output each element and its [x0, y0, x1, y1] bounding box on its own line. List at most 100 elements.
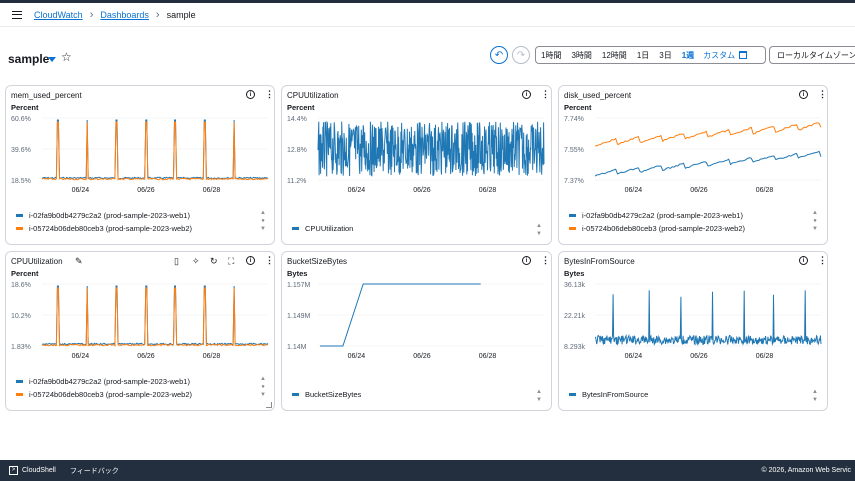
legend-item[interactable]: i-02fa9b0db4279c2a2 (prod-sample-2023-we… — [16, 209, 192, 222]
x-tick-label: 06/28 — [479, 353, 497, 360]
refresh-icon[interactable]: ↻ — [210, 256, 218, 266]
widget-disk-used-percent: disk_used_percent i ⋮ Percent 7.74% 7.55%… — [558, 85, 828, 245]
widget-unit: Percent — [287, 103, 315, 112]
legend-item[interactable]: BucketSizeBytes — [292, 388, 361, 401]
widget-cpu-utilization-instances: CPUUtilization ✎ ▯ ✧ ↻ ⛶ i ⋮ Percent 18.… — [5, 251, 275, 411]
star-icon[interactable]: ☆ — [61, 50, 72, 64]
legend-scroll[interactable]: ▲ ▼ — [536, 223, 542, 237]
info-icon[interactable]: i — [522, 90, 531, 99]
time-option-12h[interactable]: 12時間 — [601, 50, 627, 60]
legend-label: BucketSizeBytes — [305, 390, 362, 399]
breadcrumb-cloudwatch[interactable]: CloudWatch — [34, 9, 83, 20]
chart-area[interactable]: 7.74% 7.55% 7.37% 06/24 06/26 06/28 — [559, 108, 828, 208]
y-tick-label: 18.5% — [11, 178, 31, 185]
resize-handle[interactable] — [266, 402, 272, 408]
series-swatch — [569, 214, 576, 217]
info-icon[interactable]: i — [246, 256, 255, 265]
series-swatch — [16, 214, 23, 217]
timezone-select[interactable]: ローカルタイムゾーン — [769, 46, 855, 64]
widget-title: BytesInFromSource — [564, 257, 635, 266]
widget-unit: Bytes — [564, 269, 585, 278]
time-option-1h[interactable]: 1時間 — [541, 50, 562, 60]
x-tick-label: 06/26 — [137, 187, 155, 194]
legend-scroll[interactable]: ▲ ● ▼ — [812, 210, 818, 232]
edit-icon[interactable]: ✎ — [75, 256, 83, 266]
legend: i-02fa9b0db4279c2a2 (prod-sample-2023-we… — [16, 375, 192, 401]
series-swatch — [569, 393, 576, 396]
more-options-icon[interactable]: ⋮ — [541, 89, 550, 99]
widget-cpu-utilization: CPUUtilization i ⋮ Percent 14.4% 12.8% 11.… — [281, 85, 552, 245]
info-icon[interactable]: i — [799, 256, 808, 265]
legend-label: i-05724b06deb80ceb3 (prod-sample-2023-we… — [29, 390, 193, 399]
chart-area[interactable]: 36.13k 22.21k 8.293k 06/24 06/26 06/28 — [559, 274, 828, 374]
widget-unit: Percent — [11, 103, 39, 112]
chart-area[interactable]: 18.6% 10.2% 1.83% 06/24 06/26 06/28 — [6, 274, 275, 374]
more-options-icon[interactable]: ⋮ — [265, 89, 274, 99]
time-option-3d[interactable]: 3日 — [659, 50, 672, 60]
legend-item[interactable]: i-02fa9b0db4279c2a2 (prod-sample-2023-we… — [16, 375, 192, 388]
legend-item[interactable]: i-05724b06deb80ceb3 (prod-sample-2023-we… — [16, 388, 192, 401]
redo-button[interactable]: ↷ — [512, 46, 530, 64]
breadcrumb-dashboards[interactable]: Dashboards — [100, 9, 149, 20]
sparkle-icon[interactable]: ✧ — [192, 256, 200, 266]
series-line-web1 — [41, 285, 269, 347]
x-tick-label: 06/26 — [690, 353, 708, 360]
legend-scroll[interactable]: ▲ ▼ — [812, 389, 818, 403]
breadcrumb: CloudWatch › Dashboards › sample — [0, 3, 855, 27]
x-tick-label: 06/28 — [203, 187, 221, 194]
time-option-3h[interactable]: 3時間 — [571, 50, 592, 60]
y-tick-label: 39.6% — [11, 147, 31, 154]
time-option-1d[interactable]: 1日 — [636, 50, 650, 60]
x-tick-label: 06/24 — [348, 187, 366, 194]
x-tick-label: 06/24 — [72, 187, 90, 194]
legend-scroll[interactable]: ▲ ▼ — [536, 389, 542, 403]
more-options-icon[interactable]: ⋮ — [541, 255, 550, 265]
legend-label: i-02fa9b0db4279c2a2 (prod-sample-2023-we… — [582, 211, 743, 220]
y-tick-label: 8.293k — [564, 344, 586, 351]
legend: i-02fa9b0db4279c2a2 (prod-sample-2023-we… — [16, 209, 192, 235]
legend-item[interactable]: i-05724b06deb80ceb3 (prod-sample-2023-we… — [16, 222, 192, 235]
terminal-icon[interactable]: > — [9, 466, 18, 475]
legend-scroll[interactable]: ▲ ● ▼ — [260, 376, 266, 398]
legend: BucketSizeBytes — [292, 388, 361, 401]
fullscreen-icon[interactable]: ⛶ — [228, 256, 235, 266]
legend-item[interactable]: BytesInFromSource — [569, 388, 648, 401]
series-line-bytes — [594, 290, 822, 347]
legend-label: CPUUtilization — [305, 224, 354, 233]
more-options-icon[interactable]: ⋮ — [818, 89, 827, 99]
info-icon[interactable]: i — [246, 90, 255, 99]
chart-area[interactable]: 60.6% 39.6% 18.5% 06/24 06/26 06/28 — [6, 108, 275, 208]
document-icon[interactable]: ▯ — [174, 256, 179, 266]
time-option-1w[interactable]: 1週 — [681, 50, 695, 60]
dashboard-title: sample — [8, 52, 50, 66]
legend-item[interactable]: i-05724b06deb80ceb3 (prod-sample-2023-we… — [569, 222, 745, 235]
series-swatch — [16, 227, 23, 230]
widget-title: CPUUtilization — [287, 91, 339, 100]
legend-scroll[interactable]: ▲ ● ▼ — [260, 210, 266, 232]
legend-item[interactable]: i-02fa9b0db4279c2a2 (prod-sample-2023-we… — [569, 209, 745, 222]
x-tick-label: 06/26 — [690, 187, 708, 194]
time-option-custom[interactable]: カスタム — [703, 50, 736, 60]
x-tick-label: 06/26 — [137, 353, 155, 360]
info-icon[interactable]: i — [522, 256, 531, 265]
widget-title: disk_used_percent — [564, 91, 632, 100]
y-tick-label: 1.14M — [287, 344, 307, 351]
legend-label: i-02fa9b0db4279c2a2 (prod-sample-2023-we… — [29, 211, 190, 220]
info-icon[interactable]: i — [799, 90, 808, 99]
undo-button[interactable]: ↶ — [490, 46, 508, 64]
legend-label: i-05724b06deb80ceb3 (prod-sample-2023-we… — [582, 224, 746, 233]
more-options-icon[interactable]: ⋮ — [265, 255, 274, 265]
legend-label: BytesInFromSource — [582, 390, 649, 399]
chart-area[interactable]: 14.4% 12.8% 11.2% 06/24 06/26 06/28 — [282, 108, 552, 208]
more-options-icon[interactable]: ⋮ — [818, 255, 827, 265]
chart-area[interactable]: 1.157M 1.149M 1.14M 06/24 06/26 06/28 — [282, 274, 552, 374]
caret-down-icon[interactable] — [48, 57, 56, 62]
feedback-link[interactable]: フィードバック — [69, 467, 119, 475]
legend: CPUUtilization — [292, 222, 353, 235]
chevron-right-icon: › — [155, 8, 160, 21]
menu-icon[interactable] — [12, 10, 22, 19]
legend-item[interactable]: CPUUtilization — [292, 222, 353, 235]
cloudshell-link[interactable]: CloudShell — [22, 467, 56, 474]
calendar-icon[interactable] — [739, 51, 748, 59]
series-swatch — [16, 380, 23, 383]
